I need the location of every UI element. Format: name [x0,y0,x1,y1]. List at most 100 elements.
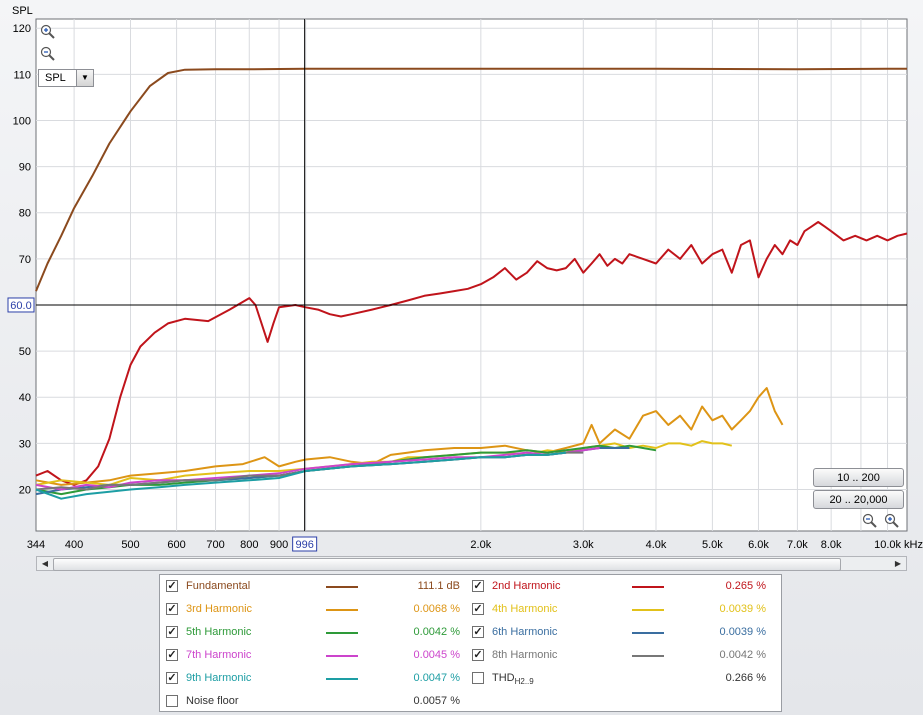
y-axis-label: SPL [12,5,33,17]
legend-item-h8: ✓ 8th Harmonic 0.0042 % [472,647,772,665]
legend-name-h6: 6th Harmonic [492,626,558,638]
legend-checkbox-h3[interactable]: ✓ [166,603,178,615]
y-tick-label: 110 [13,69,31,81]
spl-select[interactable]: SPL ▼ [38,69,94,87]
legend-value-h2: 0.265 % [725,580,766,592]
cursor-x-readout-box [292,536,318,552]
legend-name-h3: 3rd Harmonic [186,603,253,615]
legend-item-h2: ✓ 2nd Harmonic 0.265 % [472,578,772,596]
legend-checkbox-h7[interactable]: ✓ [166,649,178,661]
range-20-20000-label: 20 .. 20,000 [829,493,888,506]
legend-swatch-h3 [326,609,358,611]
legend-swatch-h9 [326,678,358,680]
legend-checkbox-noise[interactable] [166,695,178,707]
zoom-out-x-icon[interactable] [884,513,900,529]
legend-name-thd: THDH2..9 [492,672,534,687]
cursor-x-readout: 996 [295,539,313,551]
x-tick-label: 4.0k [646,539,667,551]
horizontal-scrollbar[interactable]: ◀ ▶ [36,556,907,571]
x-tick-label: 800 [240,539,258,551]
series-line-h2 [35,221,908,486]
y-ticks: 2030405060708090100110120 [13,23,31,496]
y-tick-label: 30 [19,438,31,450]
legend-swatch-h4 [632,609,664,611]
legend-name-h8: 8th Harmonic [492,649,558,661]
x-tick-label: 10.0k [874,539,901,551]
x-tick-label: 400 [65,539,83,551]
legend-checkbox-h9[interactable]: ✓ [166,672,178,684]
y-tick-label: 100 [13,115,31,127]
legend-swatch-h2 [632,586,664,588]
legend-name-noise: Noise floor [186,695,239,707]
legend-checkbox-h5[interactable]: ✓ [166,626,178,638]
legend-swatch-h5 [326,632,358,634]
scroll-left-icon[interactable]: ◀ [41,559,49,568]
legend-name-fundamental: Fundamental [186,580,251,592]
x-tick-label: 5.0k [702,539,723,551]
x-tick-label: 2.0k [470,539,491,551]
legend-value-thd: 0.266 % [725,672,766,684]
zoom-out-y-icon[interactable] [40,46,56,62]
x-tick-label: 344 [27,539,45,551]
spl-select-value: SPL [45,72,66,84]
legend-name-h2: 2nd Harmonic [492,580,561,592]
legend-item-h5: ✓ 5th Harmonic 0.0042 % [166,624,466,642]
legend-value-h7: 0.0045 % [413,649,460,661]
legend-checkbox-thd[interactable] [472,672,484,684]
legend-item-h4: ✓ 4th Harmonic 0.0039 % [472,601,772,619]
legend-name-h4: 4th Harmonic [492,603,558,615]
x-tick-label: 3.0k [573,539,594,551]
range-20-20000-button[interactable]: 20 .. 20,000 [813,490,904,509]
legend-name-h9: 9th Harmonic [186,672,252,684]
legend-checkbox-h6[interactable]: ✓ [472,626,484,638]
legend-item-h3: ✓ 3rd Harmonic 0.0068 % [166,601,466,619]
range-10-200-label: 10 .. 200 [837,471,880,484]
zoom-in-y-icon[interactable] [40,24,56,40]
cursor-y-readout: 60.0 [10,300,31,312]
legend-swatch-h7 [326,655,358,657]
legend-value-h6: 0.0039 % [719,626,766,638]
y-tick-label: 20 [19,484,31,496]
legend-item-h7: ✓ 7th Harmonic 0.0045 % [166,647,466,665]
legend-item-thd: THDH2..9 0.266 % [472,670,772,688]
legend-item-h9: ✓ 9th Harmonic 0.0047 % [166,670,466,688]
series-line-fundamental [35,67,907,292]
y-tick-label: 120 [13,23,31,35]
x-tick-label: 8.0k [821,539,842,551]
legend-panel: ✓ Fundamental 111.1 dB ✓ 2nd Harmonic 0.265 %… [159,574,782,712]
grid-lines [36,19,907,531]
legend-checkbox-fundamental[interactable]: ✓ [166,580,178,592]
y-tick-label: 80 [19,208,31,220]
y-tick-label: 70 [19,254,31,266]
x-unit-label: kHz [904,539,923,551]
legend-checkbox-h8[interactable]: ✓ [472,649,484,661]
legend-item-fundamental: ✓ Fundamental 111.1 dB [166,578,466,596]
legend-item-h6: ✓ 6th Harmonic 0.0039 % [472,624,772,642]
x-tick-label: 500 [121,539,139,551]
x-tick-label: 7.0k [787,539,808,551]
legend-checkbox-h2[interactable]: ✓ [472,580,484,592]
chevron-down-icon: ▼ [76,70,93,86]
series-line-h9 [35,451,567,500]
y-tick-label: 50 [19,346,31,358]
cursor-y-readout-box [7,297,35,313]
legend-value-h5: 0.0042 % [413,626,460,638]
legend-value-h4: 0.0039 % [719,603,766,615]
legend-name-subscript: H2..9 [514,677,534,687]
series-lines [35,67,908,500]
legend-swatch-h8 [632,655,664,657]
legend-value-noise: 0.0057 % [413,695,460,707]
legend-value-h8: 0.0042 % [719,649,766,661]
zoom-in-x-icon[interactable] [862,513,878,529]
y-tick-label: 90 [19,162,31,174]
scroll-right-icon[interactable]: ▶ [894,559,902,568]
x-tick-label: 600 [167,539,185,551]
range-10-200-button[interactable]: 10 .. 200 [813,468,904,487]
legend-name-h5: 5th Harmonic [186,626,252,638]
x-tick-label: 6.0k [748,539,769,551]
plot-area[interactable] [35,18,908,532]
legend-checkbox-h4[interactable]: ✓ [472,603,484,615]
spl-chart: SPL 2030405060708090100110120 3444005006… [7,5,923,552]
legend-swatch-h6 [632,632,664,634]
scrollbar-thumb[interactable] [53,558,841,571]
